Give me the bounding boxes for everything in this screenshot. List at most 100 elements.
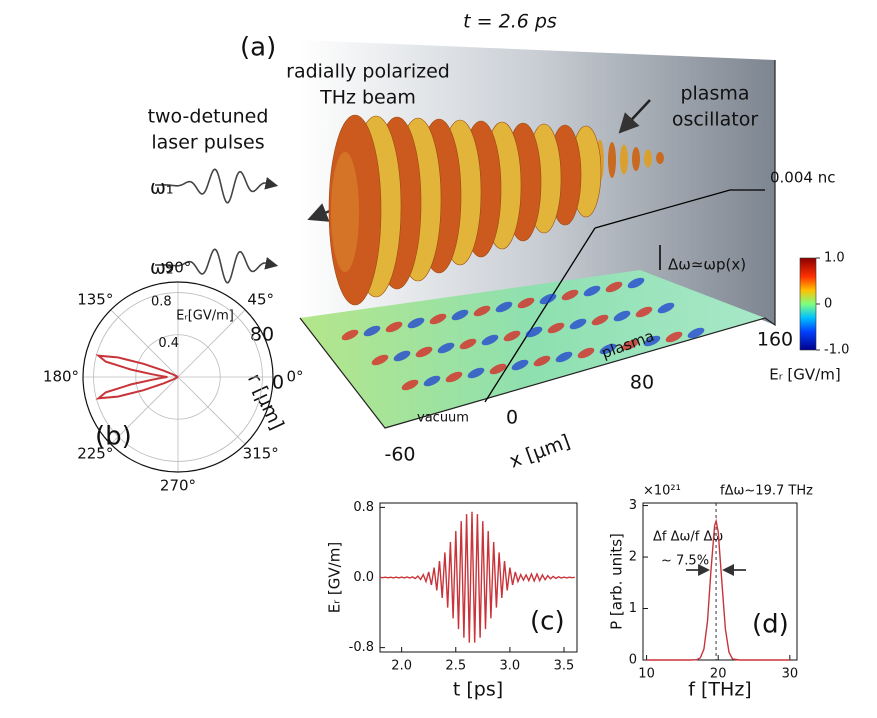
field-stripe: [569, 318, 587, 330]
y-tick-label: -0.8: [349, 640, 374, 655]
field-stripe: [407, 317, 425, 329]
polar-frame: [82, 281, 274, 473]
y-axis-label: P [arb. units]: [608, 533, 626, 630]
field-stripe: [533, 355, 551, 367]
beam-tail: [620, 144, 628, 175]
field-stripe: [555, 351, 573, 363]
y-axis-label: Eᵣ [GV/m]: [326, 542, 344, 613]
pointer-line: [594, 189, 765, 229]
x-tick-label: 80: [630, 372, 654, 394]
beam-tail: [608, 142, 616, 178]
field-stripe: [489, 363, 507, 375]
field-stripe: [621, 339, 639, 351]
panel-label: (d): [752, 610, 789, 640]
angle-tick-label: 315°: [243, 445, 279, 463]
colorbar-tick-label: -1.0: [824, 343, 849, 358]
colorbar-label: Eᵣ [GV/m]: [769, 366, 840, 384]
field-stripe: [371, 354, 389, 366]
pulse-label: laser pulses: [151, 132, 264, 154]
density-label: 0.004 nc: [770, 169, 835, 187]
pulse-label: two-detuned: [148, 106, 269, 128]
field-stripe: [363, 325, 381, 337]
oscillator-arrow: [618, 99, 651, 134]
angle-tick-label: 90°: [165, 259, 192, 277]
r-tick-label: -60: [384, 444, 415, 466]
oscillator-label: oscillator: [672, 109, 759, 131]
omega-label: ω₁: [150, 177, 174, 199]
field-stripe: [341, 329, 359, 341]
field-stripe: [423, 375, 441, 387]
panel-label: (b): [95, 422, 132, 452]
x-tick-label: 3.0: [500, 659, 521, 674]
beam-tail: [644, 149, 652, 168]
x-axis-label: t [ps]: [453, 679, 503, 701]
marker-label: fΔω~19.7 THz: [720, 484, 813, 499]
resonance-label: Δω≃ωp(x): [668, 256, 746, 274]
y-tick-label: 0: [629, 653, 637, 668]
field-stripe: [561, 289, 579, 301]
field-stripe: [393, 350, 411, 362]
beam-label: radially polarized: [286, 61, 450, 83]
field-stripe: [635, 306, 653, 318]
x-tick-label: 20: [710, 667, 727, 682]
box-edge: [299, 60, 776, 429]
field-stripe: [599, 343, 617, 355]
panel-label: (c): [530, 607, 565, 637]
beam-face: [331, 152, 359, 272]
field-stripe: [511, 359, 529, 371]
width-label: ~ 7.5%: [661, 554, 709, 569]
angle-tick-label: 270°: [160, 477, 196, 495]
y-tick-label: 2: [629, 550, 637, 565]
exponent-label: ×10²¹: [643, 484, 681, 499]
field-stripe: [627, 277, 645, 289]
x-axis-label: f [THz]: [688, 679, 751, 701]
y-tick-label: 3: [629, 498, 637, 513]
field-stripe: [613, 310, 631, 322]
angle-tick-label: 0°: [286, 368, 303, 386]
angle-tick-label: 225°: [77, 445, 113, 463]
beam-tail: [656, 152, 664, 164]
angle-grid-line: [177, 309, 246, 378]
field-stripe: [473, 305, 491, 317]
data-line: [646, 518, 790, 661]
x-tick-label: 2.0: [391, 659, 412, 674]
angle-tick-label: 135°: [77, 290, 113, 308]
time-label: t = 2.6 ps: [463, 11, 557, 33]
radial-axis-label: Eᵣ[GV/m]: [176, 309, 234, 324]
laser-pulse: [155, 248, 279, 284]
field-stripe: [517, 297, 535, 309]
polar-line: [95, 354, 179, 400]
field-stripe: [643, 335, 661, 347]
x-tick-label: 10: [638, 667, 655, 682]
field-stripe: [687, 327, 705, 339]
field-stripe: [665, 331, 683, 343]
radial-grid-circle: [135, 334, 221, 420]
angle-tick-label: 180°: [43, 368, 79, 386]
angle-grid-line: [110, 376, 179, 445]
colorbar-tick-label: 1.0: [824, 251, 845, 266]
radial-tick-label: 0.4: [158, 336, 179, 351]
data-line: [379, 511, 575, 643]
field-stripe: [481, 334, 499, 346]
pointer-line: [484, 227, 596, 403]
x-tick-label: 30: [782, 667, 799, 682]
y-tick-label: 0.0: [353, 570, 374, 585]
x-axis-label: x [μm]: [507, 430, 573, 472]
field-stripe: [385, 321, 403, 333]
field-stripe: [583, 285, 601, 297]
radial-tick-label: 0.8: [151, 294, 172, 309]
x-tick-label: 3.5: [554, 659, 575, 674]
field-stripe: [525, 326, 543, 338]
field-stripe: [547, 322, 565, 334]
field-stripe: [503, 330, 521, 342]
field-stripe: [437, 342, 455, 354]
field-stripe: [591, 314, 609, 326]
angle-grid-line: [110, 309, 179, 378]
colorbar-tick-label: 0: [824, 297, 832, 312]
x-tick-label: 160: [757, 329, 793, 351]
field-stripe: [539, 293, 557, 305]
y-tick-label: 1: [629, 601, 637, 616]
y-tick-label: 0.8: [353, 500, 374, 515]
